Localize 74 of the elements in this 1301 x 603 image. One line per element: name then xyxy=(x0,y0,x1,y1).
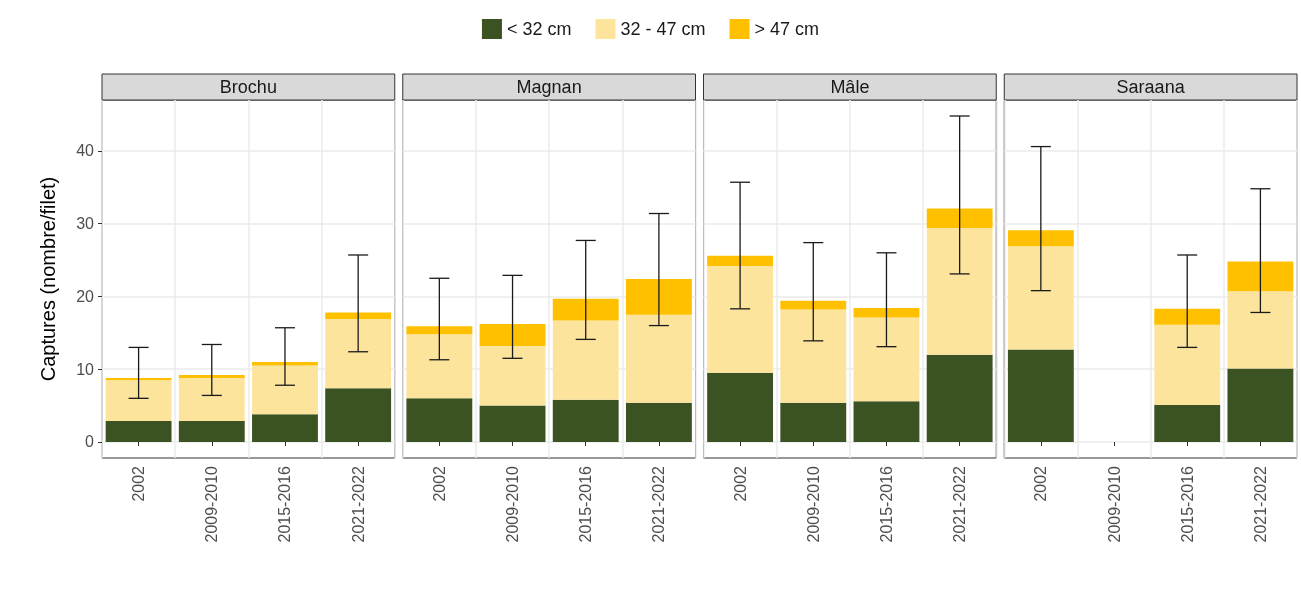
bar xyxy=(780,300,847,310)
bar xyxy=(252,365,318,415)
bar xyxy=(780,402,847,442)
legend-label: < 32 cm xyxy=(506,19,572,39)
bar xyxy=(105,377,172,381)
x-tick-label: 2015-2016 xyxy=(276,465,294,543)
bar xyxy=(1227,368,1294,442)
bar xyxy=(926,228,993,355)
bar xyxy=(707,255,774,266)
bar xyxy=(105,420,172,442)
legend-label: > 47 cm xyxy=(754,19,820,39)
chart-title: Magnan xyxy=(516,77,582,97)
bar xyxy=(1007,230,1074,247)
bar xyxy=(853,317,920,402)
bar xyxy=(1154,404,1221,442)
bar xyxy=(625,314,692,403)
bar xyxy=(105,380,172,421)
bar xyxy=(707,265,774,373)
bar xyxy=(926,208,993,229)
bar xyxy=(780,309,847,403)
bar xyxy=(406,334,473,399)
bar xyxy=(479,405,546,442)
bar xyxy=(707,372,774,442)
bar xyxy=(325,312,392,320)
bar xyxy=(325,388,392,442)
bar xyxy=(406,326,473,335)
x-tick-label: 2015-2016 xyxy=(577,465,595,543)
bar xyxy=(552,320,619,400)
bar xyxy=(1007,349,1074,442)
y-tick-label: 30 xyxy=(76,215,95,233)
x-tick-label: 2021-2022 xyxy=(650,465,668,543)
bar xyxy=(1154,324,1221,405)
bar xyxy=(479,345,546,406)
bar xyxy=(926,354,993,442)
bar xyxy=(1007,246,1074,350)
x-tick-label: 2009-2010 xyxy=(804,465,822,543)
x-tick-label: 2002 xyxy=(130,465,148,502)
bar xyxy=(178,375,245,378)
x-tick-label: 2009-2010 xyxy=(203,465,221,543)
bar xyxy=(178,377,245,421)
bar xyxy=(625,279,692,315)
bar xyxy=(325,319,392,389)
y-axis-title: Captures (nombre/filet) xyxy=(37,176,59,382)
x-tick-label: 2015-2016 xyxy=(1178,465,1196,543)
bar xyxy=(252,361,318,366)
x-tick-label: 2009-2010 xyxy=(1105,465,1123,543)
bar xyxy=(853,401,920,442)
x-tick-label: 2009-2010 xyxy=(504,465,522,543)
legend-label: 32 - 47 cm xyxy=(620,19,706,39)
y-tick-label: 40 xyxy=(76,142,95,160)
bar xyxy=(479,324,546,346)
y-tick-label: 20 xyxy=(76,287,95,305)
x-tick-label: 2021-2022 xyxy=(349,465,367,543)
bar xyxy=(625,402,692,442)
bar xyxy=(1227,261,1294,292)
y-tick-label: 10 xyxy=(76,360,95,378)
x-tick-label: 2021-2022 xyxy=(1251,465,1269,543)
chart-title: Brochu xyxy=(219,77,277,97)
x-tick-label: 2002 xyxy=(430,465,448,502)
bar xyxy=(552,399,619,442)
chart-title: Mâle xyxy=(830,77,870,97)
x-tick-label: 2021-2022 xyxy=(951,465,969,543)
bar xyxy=(552,298,619,321)
y-tick-label: 0 xyxy=(85,433,95,451)
chart-title: Saraana xyxy=(1116,77,1186,97)
x-tick-label: 2002 xyxy=(731,465,749,502)
bar xyxy=(406,398,473,442)
bar xyxy=(853,308,920,318)
bar xyxy=(252,414,318,442)
x-tick-label: 2015-2016 xyxy=(877,465,895,543)
x-tick-label: 2002 xyxy=(1032,465,1050,502)
bar xyxy=(178,420,245,442)
bar xyxy=(1227,291,1294,369)
bar xyxy=(1154,308,1221,325)
